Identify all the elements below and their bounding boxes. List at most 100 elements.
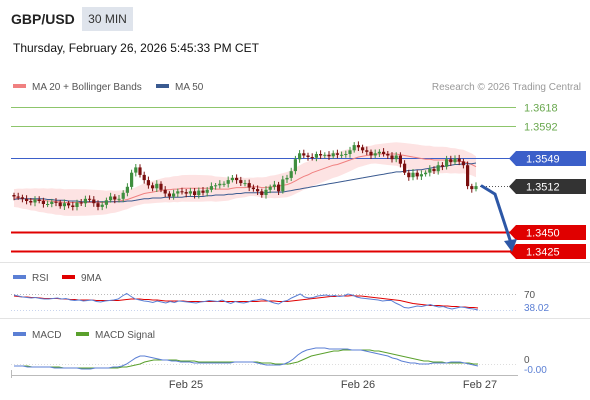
pivot-label: 1.3549 xyxy=(526,154,560,166)
candle-bearish xyxy=(327,154,331,157)
candle-bullish xyxy=(340,154,344,156)
support-tag-pointer xyxy=(509,225,516,240)
candle-bullish xyxy=(323,154,327,156)
candle-bullish xyxy=(298,153,302,160)
legend-macd-signal-swatch xyxy=(76,332,89,336)
bollinger-band xyxy=(14,142,476,216)
candle-bullish xyxy=(104,200,108,205)
candle-bullish xyxy=(424,172,428,175)
candle-bearish xyxy=(71,205,75,207)
candle-bullish xyxy=(268,186,272,190)
candle-bearish xyxy=(193,191,197,195)
x-tick-label: Feb 27 xyxy=(463,379,497,391)
macd-signal-line xyxy=(14,349,478,369)
legend-rsi-swatch xyxy=(13,275,26,279)
candle-bullish xyxy=(197,190,201,196)
candle-bullish xyxy=(109,196,113,201)
pivot-tag-pointer xyxy=(509,151,516,166)
candle-bullish xyxy=(264,189,268,195)
candle-bearish xyxy=(180,191,184,193)
candle-bearish xyxy=(398,155,402,164)
candle-bearish xyxy=(67,203,71,206)
candle-bearish xyxy=(466,165,470,187)
candle-bullish xyxy=(134,167,138,173)
macd-last-value: -0.00 xyxy=(524,365,547,376)
candle-bearish xyxy=(260,191,264,195)
candle-bearish xyxy=(92,199,96,204)
candle-bullish xyxy=(419,174,423,177)
support-tag xyxy=(516,225,586,240)
candle-bullish xyxy=(453,158,457,163)
candle-bearish xyxy=(432,168,436,172)
candle-bearish xyxy=(12,195,16,197)
rsi-ma-line xyxy=(13,294,479,309)
candle-bearish xyxy=(415,172,419,177)
candle-bullish xyxy=(125,186,129,193)
macd-line xyxy=(14,347,479,370)
candle-bearish xyxy=(310,157,314,158)
legend-ma50-label: MA 50 xyxy=(175,82,204,93)
candle-bearish xyxy=(20,197,24,199)
candle-bearish xyxy=(201,190,205,193)
legend-rsi-ma-label: 9MA xyxy=(81,273,102,284)
candle-bearish xyxy=(25,198,29,201)
candle-bullish xyxy=(205,189,209,193)
candle-bearish xyxy=(235,177,239,181)
candle-bearish xyxy=(365,150,369,152)
candle-bearish xyxy=(256,189,260,192)
legend-ma50-swatch xyxy=(156,84,169,88)
candle-bullish xyxy=(155,183,159,189)
candle-bearish xyxy=(457,158,461,162)
candle-bearish xyxy=(163,189,167,194)
candle-bullish xyxy=(100,204,104,207)
candle-bullish xyxy=(289,171,293,178)
candle-bullish xyxy=(281,179,285,192)
candle-bullish xyxy=(62,203,66,207)
candle-bearish xyxy=(319,154,323,156)
candle-bearish xyxy=(302,153,306,156)
last-price-tag-pointer xyxy=(509,179,516,194)
candle-bearish xyxy=(470,186,474,190)
rsi-line xyxy=(13,292,479,311)
macd-zero-label: 0 xyxy=(524,355,530,366)
candle-bearish xyxy=(146,180,150,186)
candle-bearish xyxy=(461,161,465,166)
pivot-tag xyxy=(516,151,586,166)
candle-bearish xyxy=(88,198,92,200)
candle-bullish xyxy=(188,191,192,194)
candle-bearish xyxy=(335,153,339,155)
x-tick-label: Feb 26 xyxy=(341,379,375,391)
candle-bullish xyxy=(377,151,381,154)
support-tag-pointer xyxy=(509,244,516,259)
candle-bullish xyxy=(331,153,335,157)
candle-bullish xyxy=(218,183,222,186)
candle-bullish xyxy=(172,193,176,197)
candle-bullish xyxy=(130,172,134,187)
candle-bullish xyxy=(209,186,213,190)
candle-bullish xyxy=(230,177,234,181)
support-label: 1.3425 xyxy=(526,247,560,259)
candle-bearish xyxy=(386,154,390,156)
candle-bearish xyxy=(449,159,453,163)
candle-bullish xyxy=(428,168,432,173)
candle-bearish xyxy=(361,147,365,151)
candle-bullish xyxy=(226,180,230,184)
rsi-last-value: 38.02 xyxy=(524,303,549,314)
legend-macd-signal-label: MACD Signal xyxy=(95,330,155,341)
resistance-label: 1.3592 xyxy=(524,122,558,134)
timeframe-badge[interactable]: 30 MIN xyxy=(82,7,133,31)
candle-bullish xyxy=(373,153,377,156)
instrument-symbol: GBP/USD xyxy=(11,11,75,27)
candle-bullish xyxy=(314,154,318,158)
candle-bullish xyxy=(348,150,352,154)
candle-bullish xyxy=(474,186,478,190)
candle-bullish xyxy=(75,202,79,207)
rsi-reference-label: 70 xyxy=(524,290,536,301)
resistance-label: 1.3618 xyxy=(524,103,558,115)
candle-bearish xyxy=(159,183,163,190)
candle-bearish xyxy=(356,145,360,148)
candle-bearish xyxy=(247,183,251,188)
candle-bullish xyxy=(293,159,297,172)
candle-bearish xyxy=(403,163,407,173)
